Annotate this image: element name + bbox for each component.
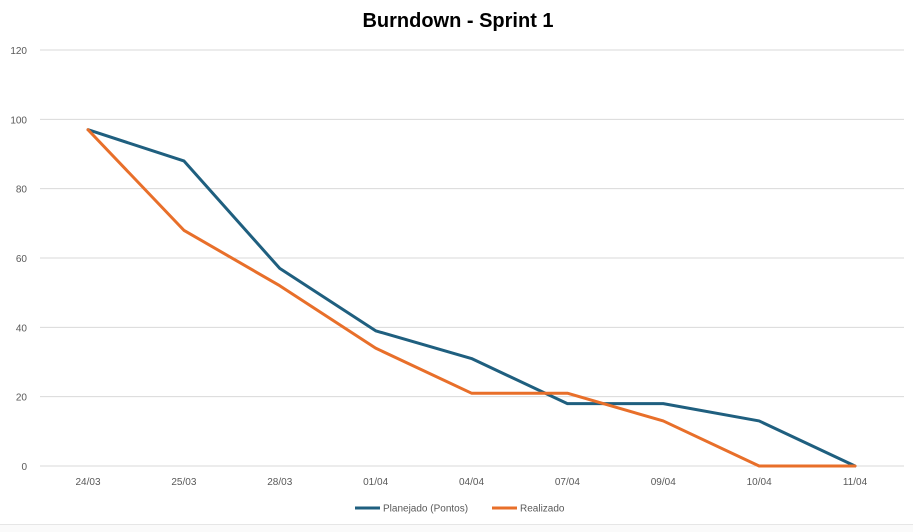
y-tick-label: 40 bbox=[16, 323, 28, 334]
x-tick-label: 09/04 bbox=[651, 477, 676, 488]
x-tick-label: 04/04 bbox=[459, 477, 484, 488]
series-lines bbox=[88, 130, 855, 466]
legend-label: Realizado bbox=[520, 504, 565, 515]
gridlines bbox=[40, 50, 904, 466]
y-tick-label: 120 bbox=[10, 46, 27, 57]
series-line-actual bbox=[88, 130, 855, 466]
x-tick-label: 07/04 bbox=[555, 477, 580, 488]
y-tick-label: 100 bbox=[10, 115, 27, 126]
x-tick-label: 25/03 bbox=[171, 477, 196, 488]
series-line-planned bbox=[88, 130, 855, 466]
y-tick-label: 20 bbox=[16, 393, 28, 404]
legend-label: Planejado (Pontos) bbox=[383, 504, 468, 515]
chart-title: Burndown - Sprint 1 bbox=[362, 10, 553, 32]
x-tick-label: 28/03 bbox=[267, 477, 292, 488]
x-tick-label: 10/04 bbox=[747, 477, 772, 488]
legend: Planejado (Pontos) Realizado bbox=[355, 504, 565, 515]
x-tick-label: 01/04 bbox=[363, 477, 388, 488]
x-axis-ticks: 24/03 25/03 28/03 01/04 04/04 07/04 09/04 10/04… bbox=[75, 477, 867, 488]
y-tick-label: 60 bbox=[16, 254, 28, 265]
x-tick-label: 24/03 bbox=[75, 477, 100, 488]
x-tick-label: 11/04 bbox=[843, 477, 868, 488]
y-tick-label: 80 bbox=[16, 185, 28, 196]
y-axis-ticks: 0 20 40 60 80 100 120 bbox=[10, 46, 27, 473]
y-tick-label: 0 bbox=[21, 462, 27, 473]
